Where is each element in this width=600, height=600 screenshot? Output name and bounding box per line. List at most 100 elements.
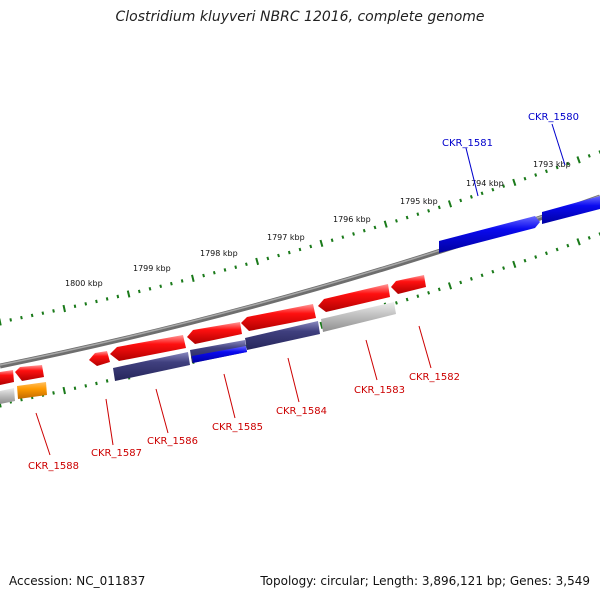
- gene-arrow-ckr-1588[interactable]: [17, 382, 47, 399]
- outer-scale-tick: [191, 274, 195, 282]
- map-title: Clostridium kluyveri NBRC 12016, complet…: [115, 9, 485, 25]
- outer-scale-tick: [20, 315, 23, 320]
- outer-scale-tick: [534, 173, 538, 177]
- outer-scale-tick: [202, 273, 205, 278]
- outer-scale-tick: [544, 169, 548, 174]
- outer-scale-tick: [330, 238, 334, 243]
- outer-scale-tick: [116, 294, 120, 299]
- inner-scale-tick: [95, 381, 98, 386]
- leader-ckr-1586: [155, 388, 169, 434]
- outer-scale-tick: [234, 265, 238, 269]
- gene-arrow-ckr-1583[interactable]: [321, 302, 396, 332]
- leader-ckr-1584: [287, 357, 300, 403]
- inner-scale-tick: [459, 280, 463, 285]
- gene-label-ckr-1583[interactable]: CKR_1583: [354, 385, 405, 396]
- gene-arrow-ckr-1585-blue[interactable]: [192, 346, 247, 363]
- outer-scale-tick: [437, 205, 441, 210]
- outer-scale-tick: [223, 268, 227, 272]
- inner-scale-tick: [62, 386, 66, 395]
- outer-scale-tick: [480, 191, 484, 196]
- gene-arrow-ckr-1586[interactable]: [113, 352, 190, 381]
- outer-scale-tick: [469, 194, 473, 199]
- inner-scale-tick: [480, 273, 484, 278]
- outer-scale-tick: [512, 178, 517, 187]
- accession-text: Accession: NC_011837: [9, 574, 146, 588]
- gene-label-ckr-1582[interactable]: CKR_1582: [409, 372, 460, 383]
- outer-scale-tick: [298, 247, 302, 252]
- outer-scale-tick: [170, 281, 173, 286]
- inner-scale-tick: [523, 258, 527, 263]
- leader-ckr-1587: [105, 398, 114, 446]
- leader-ckr-1585: [223, 373, 236, 419]
- outer-scale-tick: [277, 253, 280, 258]
- gene-arrow-edge-red[interactable]: [0, 370, 14, 385]
- gene-arrow-ckr-1584-red[interactable]: [241, 304, 316, 331]
- gene-label-ckr-1580[interactable]: CKR_1580: [528, 112, 579, 123]
- inner-scale-tick: [555, 247, 559, 252]
- leader-ckr-1583: [365, 339, 378, 381]
- inner-scale-tick: [587, 236, 591, 240]
- inner-scale-tick: [395, 301, 398, 305]
- inner-scale-tick: [469, 276, 473, 281]
- outer-scale-tick: [352, 232, 355, 236]
- outer-scale-tick: [9, 318, 12, 322]
- outer-scale-tick: [383, 220, 388, 228]
- leader-ckr-1580: [551, 123, 566, 166]
- gene-arrow-ckr-1583-red[interactable]: [318, 284, 390, 312]
- inner-scale-tick: [0, 400, 2, 408]
- outer-scale-tick: [245, 262, 248, 267]
- outer-scale-tick: [566, 161, 570, 166]
- gene-label-ckr-1581[interactable]: CKR_1581: [442, 138, 493, 149]
- outer-scale-tick: [266, 256, 270, 261]
- outer-scale-tick: [180, 279, 184, 283]
- gene-label-ckr-1587[interactable]: CKR_1587: [91, 448, 142, 459]
- gene-arrow-ckr-1586-red[interactable]: [110, 335, 186, 361]
- gene-arrow-ckr-1588-red[interactable]: [15, 365, 44, 381]
- outer-scale-tick: [416, 212, 420, 216]
- outer-scale-tick: [523, 176, 527, 181]
- inner-scale-tick: [105, 379, 109, 383]
- outer-scale-tick: [309, 244, 313, 249]
- leader-ckr-1581: [465, 147, 479, 197]
- inner-scale-tick: [319, 321, 324, 329]
- gene-arrow-ckr-1584[interactable]: [245, 321, 320, 350]
- inner-scale-tick: [544, 251, 548, 256]
- inner-scale-tick: [534, 255, 538, 259]
- gene-arrow-ckr-1580[interactable]: [542, 196, 600, 224]
- inner-scale-tick: [427, 290, 431, 295]
- tick-label-1793: 1793 kbp: [533, 160, 571, 169]
- outer-scale-tick: [73, 304, 77, 308]
- tick-label-1799: 1799 kbp: [133, 264, 171, 273]
- inner-scale-tick: [491, 269, 495, 274]
- inner-scale-tick: [437, 287, 441, 292]
- outer-scale-tick: [576, 156, 581, 164]
- gene-arrow-ckr-1587-red[interactable]: [89, 351, 110, 366]
- gene-label-ckr-1586[interactable]: CKR_1586: [147, 436, 198, 447]
- outer-scale-tick: [126, 290, 131, 298]
- outer-scale-tick: [341, 235, 345, 239]
- outer-scale-tick: [30, 313, 34, 318]
- outer-scale-tick: [41, 311, 45, 315]
- outer-scale-tick: [427, 208, 431, 213]
- gene-arrow-ckr-1581[interactable]: [439, 216, 540, 253]
- gene-label-ckr-1584[interactable]: CKR_1584: [276, 406, 327, 417]
- gene-label-ckr-1588[interactable]: CKR_1588: [28, 461, 79, 472]
- tick-label-1794: 1794 kbp: [466, 179, 504, 188]
- gene-arrow-ckr-1582[interactable]: [391, 275, 426, 294]
- outer-scale-tick: [405, 215, 409, 220]
- gene-label-ckr-1585[interactable]: CKR_1585: [212, 422, 263, 433]
- inner-scale-tick: [405, 297, 409, 302]
- outer-scale-tick: [459, 198, 463, 203]
- gene-arrow-edge-gray[interactable]: [0, 388, 15, 404]
- inner-scale-tick: [73, 386, 77, 390]
- gene-arrow-ckr-1585-red[interactable]: [187, 322, 242, 344]
- inner-scale-tick: [447, 282, 453, 290]
- inner-scale-tick: [84, 384, 88, 388]
- tick-label-1797: 1797 kbp: [267, 233, 305, 242]
- inner-scale-tick: [512, 260, 517, 269]
- leader-ckr-1588: [35, 412, 51, 456]
- outer-scale-tick: [137, 289, 141, 294]
- tick-label-1798: 1798 kbp: [200, 249, 238, 258]
- inner-scale-tick: [576, 238, 581, 246]
